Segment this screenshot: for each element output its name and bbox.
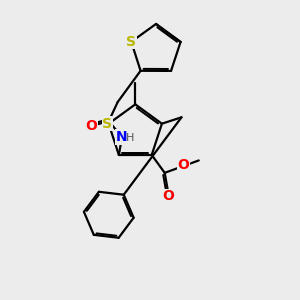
Text: N: N <box>116 130 128 144</box>
Text: O: O <box>178 158 190 172</box>
Text: S: S <box>126 35 136 49</box>
Text: O: O <box>162 189 174 203</box>
Text: H: H <box>126 133 134 142</box>
Text: O: O <box>85 119 97 133</box>
Text: S: S <box>102 117 112 131</box>
